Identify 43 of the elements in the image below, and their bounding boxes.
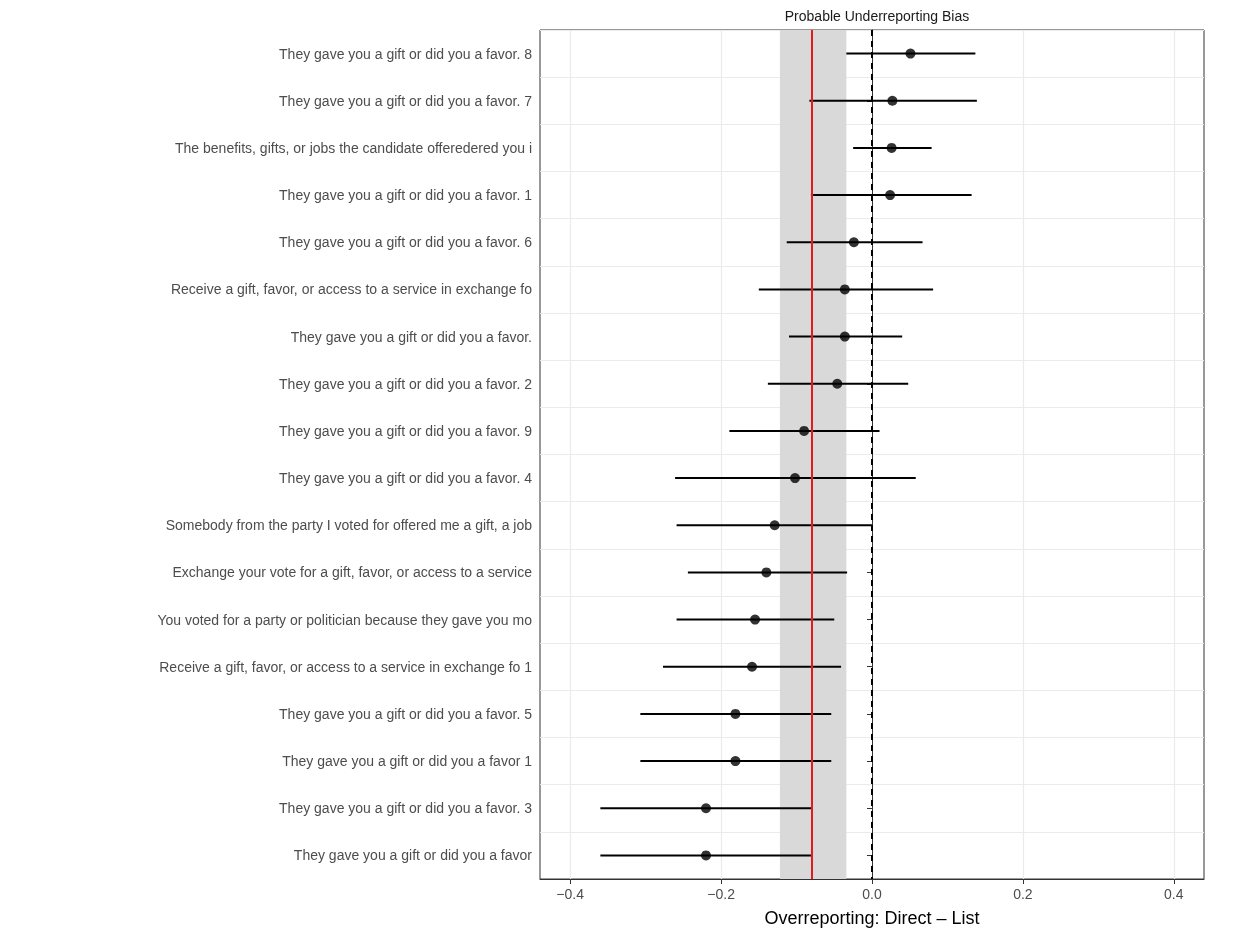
point	[761, 567, 772, 578]
y-tick-label: Receive a gift, favor, or access to a service in exchange fo	[170, 281, 533, 298]
y-tick-label: Receive a gift, favor, or access to a service in exchange fo 1	[159, 658, 533, 675]
y-tick-label: You voted for a party or politician because they gave you mo	[157, 611, 533, 628]
y-tick-label: They gave you a gift or did you a favor. 5	[279, 705, 533, 722]
x-tick-label: 0.2	[1013, 886, 1033, 902]
x-tick-label: 0.4	[1164, 886, 1184, 902]
y-tick-label: Exchange your vote for a gift, favor, or access to a service	[172, 564, 533, 581]
point	[887, 95, 898, 106]
chart-title: Probable Underreporting Bias	[784, 8, 970, 24]
point	[799, 425, 810, 436]
point	[839, 331, 850, 342]
y-tick-label: The benefits, gifts, or jobs the candidate offeredered you i	[175, 139, 532, 156]
point	[701, 850, 711, 861]
y-tick-label: They gave you a gift or did you a favor.	[290, 328, 532, 345]
point	[750, 614, 761, 625]
point	[886, 142, 897, 153]
y-tick-label: They gave you a gift or did you a favor. 2	[279, 375, 533, 392]
y-tick-label: They gave you a gift or did you a favor. 9	[279, 422, 533, 439]
x-tick-label: −0.4	[556, 886, 585, 902]
y-tick-label: They gave you a gift or did you a favor 1	[282, 753, 533, 770]
y-tick-label: They gave you a gift or did you a favor. 6	[279, 234, 533, 251]
y-tick-label: They gave you a gift or did you a favor. 3	[279, 800, 533, 817]
point	[832, 378, 843, 389]
x-axis-title: Overreporting: Direct – List	[764, 908, 980, 928]
point	[730, 756, 741, 767]
point	[885, 190, 896, 201]
point	[747, 661, 758, 672]
point	[905, 48, 916, 59]
y-tick-label: Somebody from the party I voted for offered me a gift, a job	[165, 517, 533, 534]
point	[790, 473, 801, 484]
point	[839, 284, 850, 295]
point	[701, 803, 711, 814]
x-tick-label: −0.2	[707, 886, 736, 902]
y-tick-label: They gave you a gift or did you a favor	[293, 847, 533, 864]
point	[730, 708, 741, 719]
y-tick-label: They gave you a gift or did you a favor. 1	[279, 187, 533, 204]
point	[848, 237, 859, 248]
y-tick-label: They gave you a gift or did you a favor. 8	[279, 45, 533, 62]
y-tick-label: They gave you a gift or did you a favor. 4	[279, 470, 533, 487]
x-tick-label: 0.0	[862, 886, 882, 902]
point	[769, 520, 780, 531]
y-tick-label: They gave you a gift or did you a favor. 7	[279, 92, 533, 109]
